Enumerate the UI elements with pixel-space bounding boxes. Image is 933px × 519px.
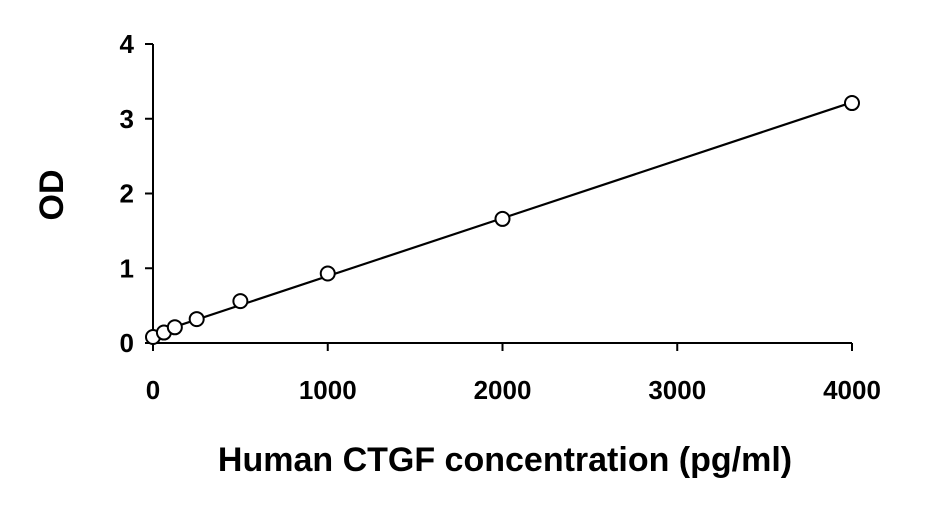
y-tick-label: 2	[120, 179, 134, 209]
x-tick-label: 2000	[474, 375, 532, 405]
x-tick-label: 0	[146, 375, 160, 405]
y-tick-label: 4	[120, 29, 135, 59]
x-tick-label: 1000	[299, 375, 357, 405]
data-point	[319, 265, 336, 282]
y-tick-label: 0	[120, 328, 134, 358]
x-tick-label: 3000	[648, 375, 706, 405]
data-point	[844, 95, 860, 112]
data-point	[166, 319, 183, 336]
data-point	[232, 293, 249, 310]
x-axis-title: Human CTGF concentration (pg/ml)	[218, 441, 792, 479]
data-point	[188, 311, 205, 328]
points-layer	[145, 95, 860, 346]
x-tick-label: 4000	[823, 375, 881, 405]
y-tick-label: 1	[120, 253, 134, 283]
data-point	[494, 210, 511, 227]
y-axis-title: OD	[33, 170, 71, 221]
y-tick-label: 3	[120, 104, 134, 134]
labels-layer: 0 1 2 3 4 0 1000 2000 3000 4000	[120, 29, 881, 405]
axes	[145, 43, 853, 351]
